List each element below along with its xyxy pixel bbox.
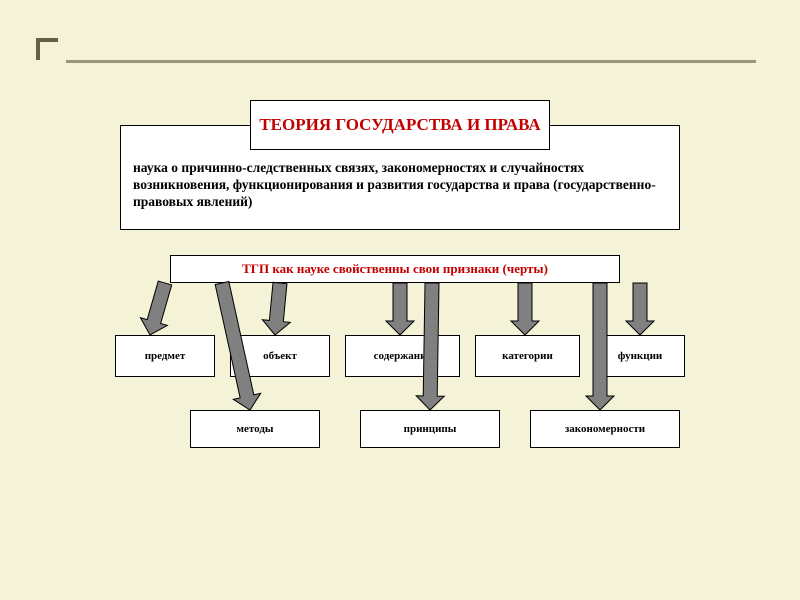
leaf-label: принципы	[404, 423, 457, 435]
arrow-icon	[386, 283, 414, 335]
definition-text: наука о причинно-следственных связях, за…	[133, 160, 667, 211]
leaf-predmet: предмет	[115, 335, 215, 377]
arrow-icon	[140, 281, 171, 335]
accent-horizontal-rule	[66, 60, 756, 63]
leaf-obekt: объект	[230, 335, 330, 377]
leaf-label: функции	[618, 350, 663, 362]
leaf-zakonomernosti: закономерности	[530, 410, 680, 448]
slide-background: наука о причинно-следственных связях, за…	[0, 0, 800, 600]
arrow-layer	[0, 0, 800, 600]
leaf-funktsii: функции	[595, 335, 685, 377]
subtitle-box: ТГП как науке свойственны свои признаки …	[170, 255, 620, 283]
leaf-label: предмет	[145, 350, 186, 362]
leaf-soderzhanie: содержание	[345, 335, 460, 377]
title-text: ТЕОРИЯ ГОСУДАРСТВА И ПРАВА	[259, 115, 540, 135]
title-box: ТЕОРИЯ ГОСУДАРСТВА И ПРАВА	[250, 100, 550, 150]
leaf-metody: методы	[190, 410, 320, 448]
leaf-label: закономерности	[565, 423, 645, 435]
arrow-icon	[262, 282, 290, 335]
leaf-label: содержание	[374, 350, 432, 362]
corner-mark-icon	[36, 38, 58, 60]
leaf-label: методы	[237, 423, 274, 435]
leaf-label: категории	[502, 350, 553, 362]
arrow-icon	[511, 283, 539, 335]
leaf-printsipy: принципы	[360, 410, 500, 448]
subtitle-text: ТГП как науке свойственны свои признаки …	[242, 262, 548, 277]
leaf-label: объект	[263, 350, 297, 362]
arrow-icon	[626, 283, 654, 335]
leaf-kategorii: категории	[475, 335, 580, 377]
